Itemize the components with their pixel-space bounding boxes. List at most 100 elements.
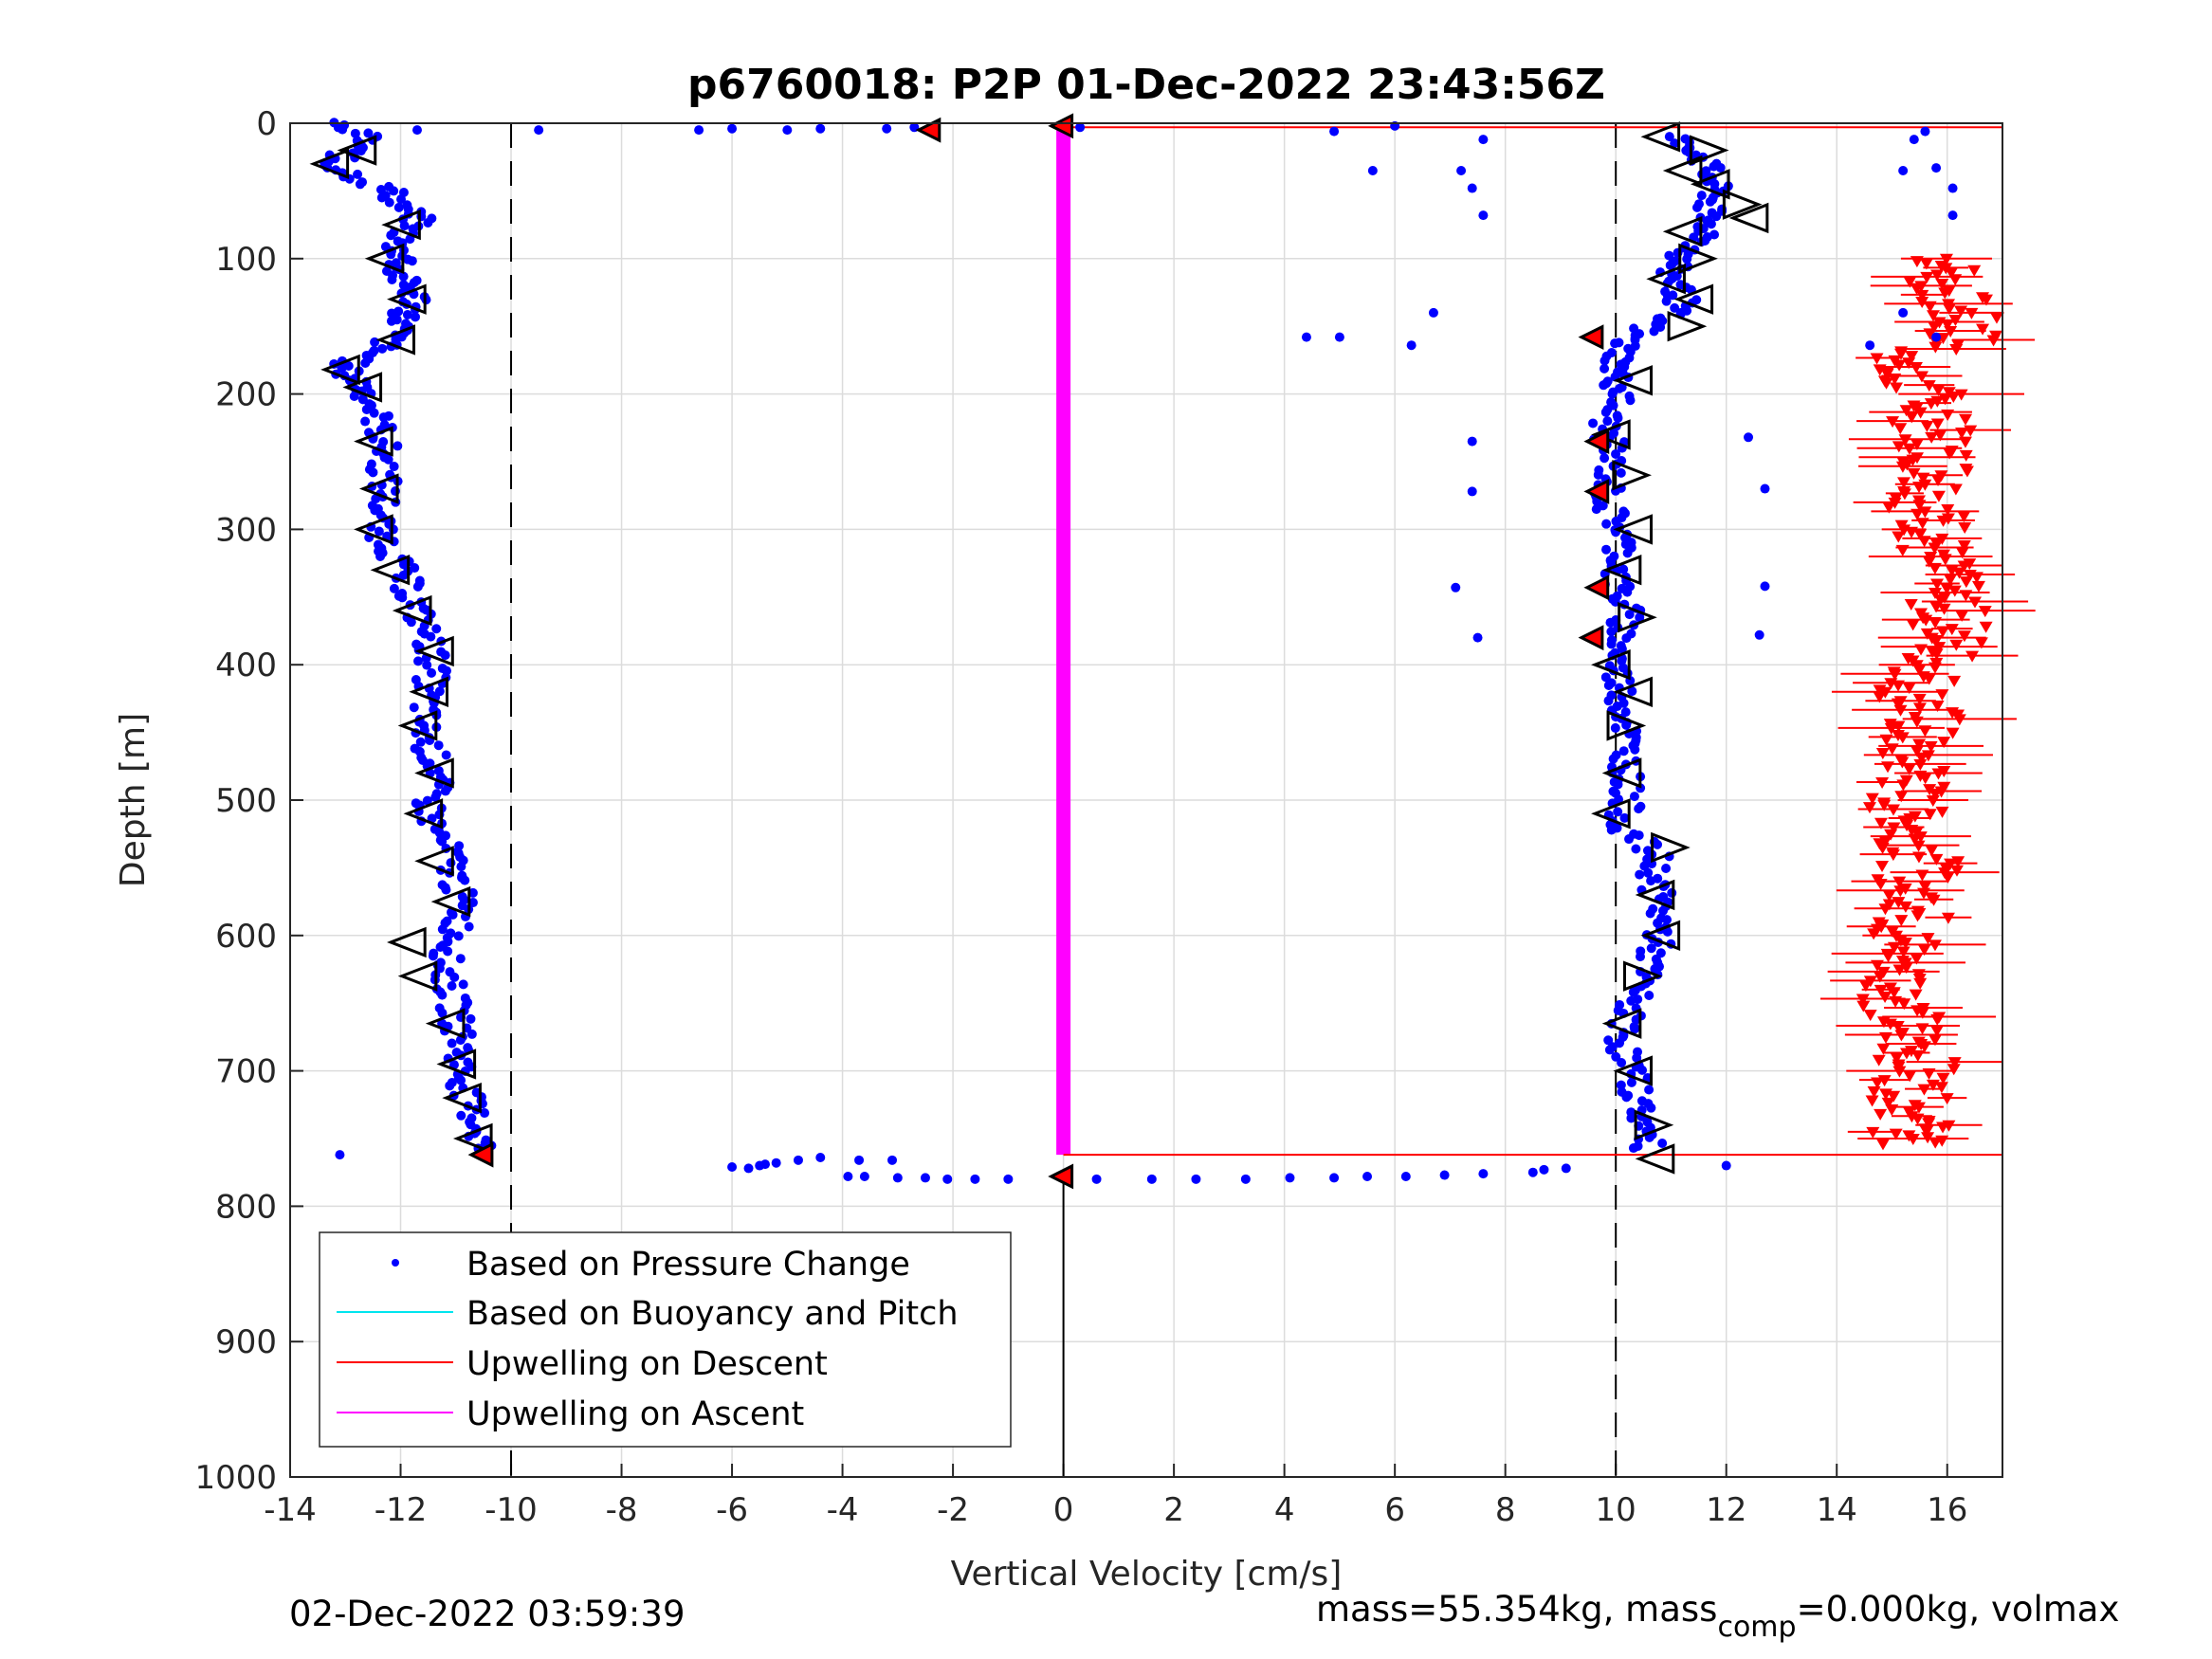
descent-upwelling-triangle xyxy=(1863,1010,1877,1022)
descent-upwelling-triangle xyxy=(1899,405,1913,417)
descent-upwelling-triangle xyxy=(1948,483,1963,496)
y-tick-label: 600 xyxy=(215,918,277,956)
descent-upwelling-triangle xyxy=(1955,610,1969,622)
pressure-ascent-dot xyxy=(1624,610,1635,620)
descent-marker-triangle xyxy=(320,354,360,386)
pressure-descent-dot xyxy=(374,526,384,537)
descent-upwelling-triangle xyxy=(1923,328,1937,340)
ascent-marker-triangle xyxy=(1618,602,1657,633)
pressure-outlier-dot xyxy=(727,123,738,134)
pressure-ascent-dot xyxy=(1611,448,1621,459)
pressure-ascent-dot xyxy=(1601,544,1612,555)
ascent-marker-triangle xyxy=(1612,460,1652,491)
pressure-descent-dot xyxy=(389,186,399,196)
pressure-descent-dot xyxy=(396,194,407,205)
descent-upwelling-triangle xyxy=(1960,465,1974,478)
descent-upwelling-triangle xyxy=(1895,544,1910,556)
footer-mass-info: mass=55.354kg, masscomp=0.000kg, volmax xyxy=(1316,1589,2119,1644)
pressure-ascent-dot xyxy=(1630,1024,1640,1034)
pressure-ascent-dot xyxy=(1591,504,1601,515)
pressure-outlier-dot xyxy=(534,125,544,136)
descent-upwelling-triangle xyxy=(1925,845,1939,857)
pressure-ascent-dot xyxy=(1646,943,1656,954)
descent-upwelling-triangle xyxy=(1909,989,1923,1001)
x-tick-label: 2 xyxy=(1163,1491,1184,1529)
pressure-descent-dot xyxy=(399,221,410,231)
pressure-descent-dot xyxy=(422,795,432,806)
pressure-ascent-dot xyxy=(1627,686,1637,697)
pressure-descent-dot xyxy=(350,128,360,138)
x-tick-label: -14 xyxy=(264,1491,317,1529)
pressure-ascent-dot xyxy=(1599,380,1609,391)
ascent-marker-triangle xyxy=(1634,1109,1674,1140)
descent-upwelling-triangle xyxy=(1918,881,1932,893)
descent-upwelling-triangle xyxy=(1933,594,1947,607)
x-tick-label: -8 xyxy=(606,1491,638,1529)
x-tick-label: 10 xyxy=(1596,1491,1636,1529)
descent-upwelling-triangle xyxy=(1878,992,1892,1004)
descent-marker-triangle xyxy=(425,1008,466,1039)
descent-upwelling-triangle xyxy=(1926,310,1940,322)
pressure-outlier-dot xyxy=(843,1171,853,1181)
descent-upwelling-triangle xyxy=(1872,1054,1886,1066)
descent-upwelling-triangle xyxy=(1957,540,1971,553)
pressure-descent-dot xyxy=(441,884,451,895)
pressure-ascent-dot xyxy=(1682,254,1692,264)
pressure-outlier-dot xyxy=(1003,1174,1014,1184)
pressure-ascent-dot xyxy=(1625,395,1636,406)
descent-upwelling-triangle xyxy=(1913,529,1928,541)
pressure-descent-dot xyxy=(353,169,363,179)
data-layer xyxy=(309,113,2036,1190)
pressure-descent-dot xyxy=(376,192,387,203)
legend-label-pressure: Based on Pressure Change xyxy=(466,1246,910,1284)
pressure-outlier-dot xyxy=(942,1174,953,1184)
descent-upwelling-triangle xyxy=(1943,574,1957,586)
pressure-ascent-dot xyxy=(1600,356,1610,366)
pressure-outlier-dot xyxy=(694,125,704,136)
pressure-outlier-dot xyxy=(1362,1171,1373,1181)
pressure-outlier-dot xyxy=(1947,210,1958,221)
pressure-ascent-dot xyxy=(1661,296,1672,306)
pressure-descent-dot xyxy=(389,462,399,472)
descent-upwelling-triangle xyxy=(1915,869,1929,882)
pressure-outlier-dot xyxy=(1472,632,1483,643)
descent-upwelling-triangle xyxy=(1895,757,1910,769)
pressure-ascent-dot xyxy=(1626,995,1636,1006)
descent-upwelling-triangle xyxy=(1936,626,1950,638)
descent-upwelling-triangle xyxy=(1930,1013,1945,1026)
pressure-outlier-dot xyxy=(1478,210,1489,221)
descent-marker-triangle xyxy=(358,473,399,504)
pressure-descent-dot xyxy=(387,275,397,285)
descent-upwelling-triangle xyxy=(1892,964,1907,976)
y-tick-label: 400 xyxy=(215,647,277,684)
descent-upwelling-triangle xyxy=(1937,737,1951,749)
descent-upwelling-triangle xyxy=(1874,817,1888,830)
pressure-ascent-dot xyxy=(1635,612,1645,623)
descent-upwelling-triangle xyxy=(1911,482,1926,494)
pressure-ascent-dot xyxy=(1644,1085,1654,1095)
ascent-marker-triangle xyxy=(1622,960,1663,992)
pressure-ascent-dot xyxy=(1696,191,1707,201)
x-tick-label: 8 xyxy=(1495,1491,1516,1529)
descent-upwelling-triangle xyxy=(1920,1125,1934,1138)
x-tick-label: 14 xyxy=(1817,1491,1857,1529)
descent-upwelling-triangle xyxy=(1918,725,1932,738)
descent-upwelling-triangle xyxy=(1931,475,1946,487)
ascent-marker-triangle xyxy=(1613,365,1653,396)
descent-upwelling-triangle xyxy=(1915,297,1929,309)
pressure-ascent-dot xyxy=(1715,162,1726,173)
pressure-ascent-dot xyxy=(1667,887,1677,898)
descent-marker-triangle xyxy=(397,960,438,992)
descent-upwelling-triangle xyxy=(1875,748,1890,760)
descent-upwelling-triangle xyxy=(1937,603,1951,615)
descent-upwelling-triangle xyxy=(1946,727,1960,739)
legend-label-ascent: Upwelling on Ascent xyxy=(466,1395,804,1433)
descent-upwelling-triangle xyxy=(1936,1121,1950,1134)
pressure-descent-dot xyxy=(433,740,444,751)
ascent-marker-triangle xyxy=(1601,1008,1642,1039)
pressure-descent-dot xyxy=(449,972,460,982)
ascent-marker-triangle xyxy=(1667,311,1708,342)
pressure-ascent-dot xyxy=(1610,722,1620,733)
pressure-outlier-dot xyxy=(1146,1174,1157,1184)
pressure-descent-dot xyxy=(435,942,446,953)
